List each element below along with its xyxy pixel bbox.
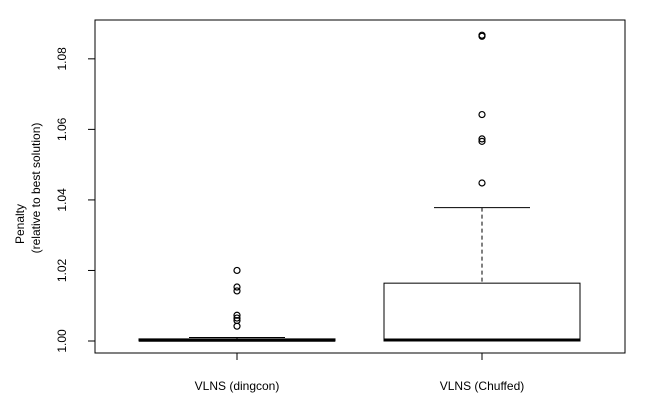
y-tick-label: 1.04 <box>55 188 69 212</box>
outlier-point <box>233 314 241 322</box>
outlier-point <box>233 283 241 291</box>
y-tick-label: 1.06 <box>55 117 69 141</box>
x-tick-label: VLNS (dingcon) <box>195 379 280 393</box>
outlier-point <box>478 32 486 40</box>
box <box>383 282 581 342</box>
outlier-point <box>478 137 486 145</box>
box-group <box>383 31 581 342</box>
y-tick-label: 1.00 <box>55 329 69 353</box>
x-tick-label: VLNS (Chuffed) <box>440 379 525 393</box>
y-axis-label: Penalty <box>13 204 27 244</box>
x-axis: VLNS (dingcon) VLNS (Chuffed) <box>195 352 525 393</box>
outlier-point <box>233 311 241 319</box>
box-group <box>138 266 336 342</box>
boxes <box>138 31 581 342</box>
outlier-point <box>233 322 241 330</box>
y-tick-label: 1.02 <box>55 258 69 282</box>
outlier-point <box>233 266 241 275</box>
outlier-point <box>478 179 486 187</box>
plot-frame <box>94 19 626 354</box>
y-axis-sublabel: (relative to best solution) <box>29 123 43 254</box>
outlier-point <box>233 287 241 295</box>
outlier-point <box>478 135 486 143</box>
outlier-point <box>478 110 486 119</box>
y-tick-label: 1.08 <box>55 47 69 71</box>
y-axis: 1.00 1.02 1.04 1.06 1.08 <box>55 47 96 353</box>
